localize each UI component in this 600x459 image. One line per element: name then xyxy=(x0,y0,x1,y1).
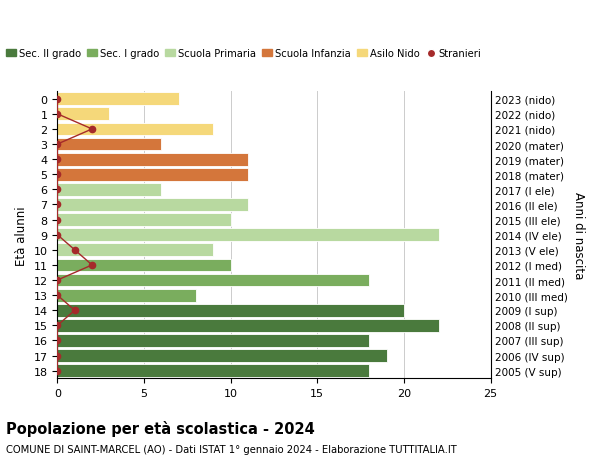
Bar xyxy=(58,214,230,227)
Bar xyxy=(58,364,370,377)
Bar xyxy=(58,274,370,287)
Bar xyxy=(58,153,248,166)
Text: COMUNE DI SAINT-MARCEL (AO) - Dati ISTAT 1° gennaio 2024 - Elaborazione TUTTITAL: COMUNE DI SAINT-MARCEL (AO) - Dati ISTAT… xyxy=(6,444,457,454)
Bar xyxy=(58,108,109,121)
Bar xyxy=(58,168,248,181)
Bar xyxy=(58,138,161,151)
Text: Popolazione per età scolastica - 2024: Popolazione per età scolastica - 2024 xyxy=(6,420,315,436)
Bar xyxy=(58,199,248,212)
Bar xyxy=(58,319,439,332)
Y-axis label: Anni di nascita: Anni di nascita xyxy=(572,191,585,279)
Bar xyxy=(58,229,439,241)
Bar xyxy=(58,304,404,317)
Bar xyxy=(58,349,386,362)
Bar xyxy=(58,93,179,106)
Bar xyxy=(58,259,230,272)
Bar xyxy=(58,289,196,302)
Y-axis label: Età alunni: Età alunni xyxy=(15,206,28,265)
Bar xyxy=(58,184,161,196)
Legend: Sec. II grado, Sec. I grado, Scuola Primaria, Scuola Infanzia, Asilo Nido, Stran: Sec. II grado, Sec. I grado, Scuola Prim… xyxy=(2,45,485,63)
Bar xyxy=(58,334,370,347)
Bar xyxy=(58,244,214,257)
Bar xyxy=(58,123,214,136)
